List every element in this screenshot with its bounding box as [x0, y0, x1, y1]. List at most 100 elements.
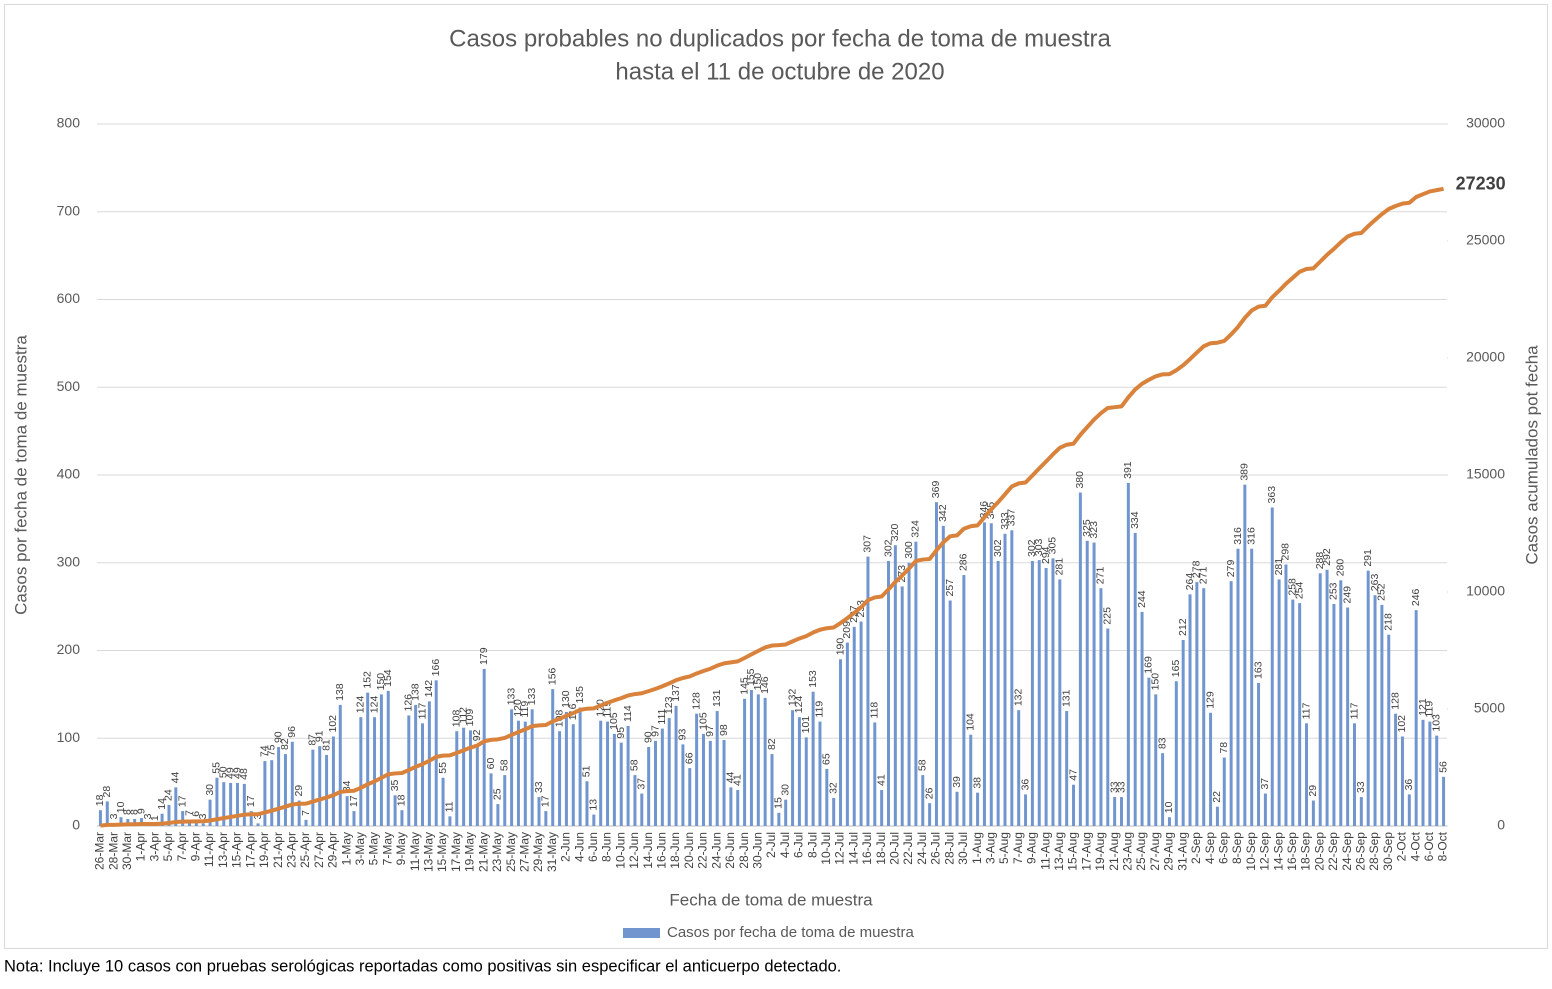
bar: [873, 722, 877, 826]
x-tick-label: 7-Apr: [175, 832, 189, 861]
value-label: 22: [1211, 791, 1223, 803]
bar: [386, 690, 390, 826]
x-tick-label: 15-May: [435, 832, 449, 872]
value-label: 90: [272, 731, 284, 743]
bar: [1188, 594, 1192, 826]
value-label: 41: [875, 774, 887, 786]
bar: [105, 801, 109, 826]
x-tick-label: 10-Jun: [613, 832, 627, 869]
y-tick-label: 400: [57, 466, 81, 482]
value-label: 97: [649, 725, 661, 737]
value-label: 303: [1033, 538, 1045, 556]
bar: [229, 783, 233, 826]
x-tick-label: 13-Apr: [216, 832, 230, 868]
bar: [660, 728, 664, 826]
bar: [503, 775, 507, 826]
bar: [325, 754, 329, 826]
bar: [366, 692, 370, 826]
value-label: 56: [1437, 761, 1449, 773]
value-label: 25: [492, 788, 504, 800]
bar: [1311, 800, 1315, 826]
bar: [235, 783, 239, 826]
x-tick-label: 6-Jun: [586, 832, 600, 862]
value-label: 128: [1389, 692, 1401, 710]
value-label: 91: [313, 730, 325, 742]
value-label: 246: [1410, 588, 1422, 606]
value-label: 103: [1431, 714, 1443, 732]
bar: [421, 723, 425, 826]
bar: [1072, 784, 1076, 826]
bar: [1428, 721, 1432, 826]
value-label: 225: [1102, 607, 1114, 625]
bar: [290, 741, 294, 826]
bar: [496, 804, 500, 826]
bar: [715, 711, 719, 826]
x-tick-label: 5-Aug: [997, 832, 1011, 864]
value-label: 281: [1273, 558, 1285, 576]
bar: [1202, 588, 1206, 826]
value-label: 169: [1143, 656, 1155, 674]
value-label: 47: [1067, 769, 1079, 781]
value-label: 17: [540, 795, 552, 807]
value-label: 87: [307, 734, 319, 746]
bar: [763, 697, 767, 826]
bar: [1243, 484, 1247, 826]
value-label: 133: [526, 688, 538, 706]
value-label: 8: [122, 809, 134, 815]
value-label: 51: [581, 765, 593, 777]
bar: [1003, 533, 1007, 826]
bar: [331, 736, 335, 826]
value-label: 294: [1040, 546, 1052, 564]
x-tick-label: 18-Jul: [874, 832, 888, 865]
value-label: 119: [519, 701, 531, 718]
x-tick-label: 21-Aug: [1107, 832, 1121, 871]
bar: [119, 817, 123, 826]
value-label: 58: [629, 759, 641, 771]
x-tick-label: 6-Jul: [792, 832, 806, 858]
x-tick-label: 21-May: [476, 832, 490, 872]
value-label: 369: [930, 481, 942, 499]
x-tick-label: 19-Apr: [257, 832, 271, 868]
value-label: 82: [279, 738, 291, 750]
value-label: 271: [1198, 567, 1210, 585]
bar: [1058, 579, 1062, 826]
value-label: 154: [382, 669, 394, 687]
value-label: 114: [622, 705, 634, 722]
bar: [283, 754, 287, 826]
bar: [839, 659, 843, 826]
x-tick-label: 26-Mar: [93, 832, 107, 870]
bar: [297, 800, 301, 826]
bar: [174, 787, 178, 826]
bar: [969, 734, 973, 826]
bar: [585, 781, 589, 826]
value-label: 278: [1191, 560, 1203, 578]
value-label: 316: [1232, 527, 1244, 545]
bar: [1085, 540, 1089, 826]
value-label: 150: [375, 673, 387, 691]
x-tick-label: 30-Mar: [120, 832, 134, 870]
x-tick-label: 14-Jun: [641, 832, 655, 869]
x-tick-label: 28-Jun: [737, 832, 751, 869]
value-label: 333: [999, 512, 1011, 530]
value-label: 60: [485, 758, 497, 770]
bar: [571, 724, 575, 826]
bar: [674, 705, 678, 826]
bar: [1209, 712, 1213, 826]
value-label: 133: [505, 688, 517, 706]
bar: [400, 810, 404, 826]
value-label: 288: [1314, 552, 1326, 570]
x-tick-label: 15-Aug: [1066, 832, 1080, 871]
bar: [633, 775, 637, 826]
x-tick-label: 25-May: [504, 832, 518, 872]
bar: [907, 562, 911, 826]
value-label: 112: [457, 707, 469, 724]
bar: [98, 810, 102, 826]
bar: [1195, 582, 1199, 826]
value-label: 166: [430, 659, 442, 677]
x-tick-label: 8-Sep: [1230, 832, 1244, 864]
bar: [338, 704, 342, 826]
x-tick-label: 1-Apr: [134, 832, 148, 861]
value-label: 363: [1266, 486, 1278, 504]
x-tick-label: 17-Apr: [243, 832, 257, 868]
